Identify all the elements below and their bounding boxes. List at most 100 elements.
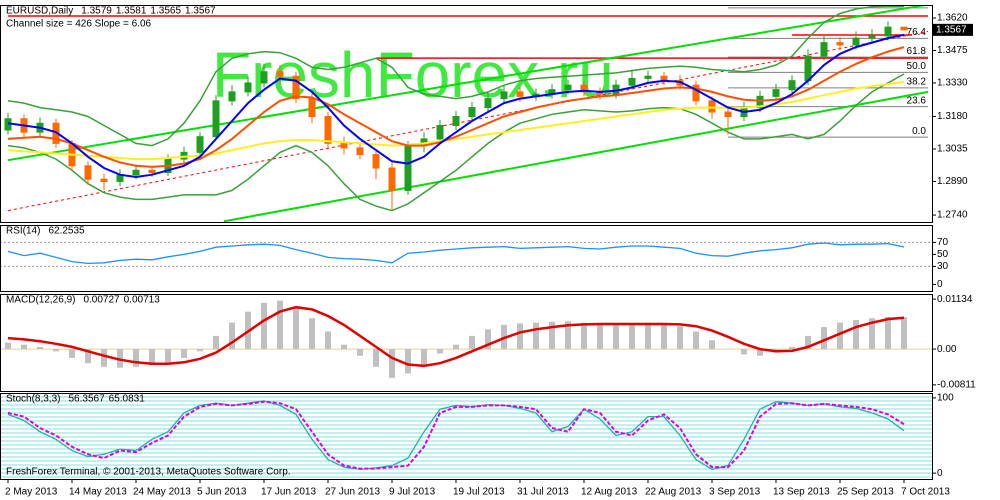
- y-tick-label: 1.2740: [937, 210, 968, 221]
- header-value: 1.3579: [81, 6, 112, 17]
- histogram-bar: [373, 349, 379, 367]
- candle-body: [804, 55, 812, 82]
- x-tick-label: 2 May 2013: [5, 487, 58, 498]
- candle-body: [356, 147, 364, 156]
- histogram-bar: [517, 323, 523, 350]
- candle-body: [212, 100, 220, 138]
- annotation: FreshForex Terminal, © 2001-2013, MetaQu…: [6, 467, 291, 478]
- x-tick-label: 25 Sep 2013: [837, 487, 894, 498]
- histogram-bar: [229, 322, 235, 350]
- histogram-bar: [5, 342, 11, 350]
- header-value: 1.3581: [116, 6, 147, 17]
- trend-line: [223, 90, 929, 222]
- y-tick-label: 1.3330: [937, 78, 968, 89]
- candle-body: [436, 124, 444, 140]
- histogram-bar: [389, 349, 395, 378]
- histogram-bar: [37, 346, 43, 350]
- histogram-bar: [549, 321, 555, 350]
- histogram-bar: [405, 349, 411, 374]
- header-value: 65.0831: [109, 394, 146, 405]
- candle-body: [372, 154, 380, 169]
- panel: [7, 400, 905, 471]
- x-tick-label: 22 Aug 2013: [645, 487, 702, 498]
- histogram-bar: [165, 349, 171, 363]
- candle-body: [276, 71, 284, 77]
- y-tick-label: 1.3475: [937, 45, 968, 56]
- trend-line: [7, 5, 929, 162]
- panel-border: [0, 294, 933, 392]
- candle-body: [132, 169, 140, 176]
- candle-body: [324, 116, 332, 144]
- candle-body: [772, 89, 780, 97]
- histogram-bar: [341, 344, 347, 350]
- histogram-bar: [645, 322, 651, 350]
- histogram-bar: [325, 331, 331, 350]
- histogram-bar: [709, 340, 715, 350]
- histogram-bar: [757, 349, 763, 356]
- x-tick-label: 7 Oct 2013: [901, 487, 950, 498]
- band-line: [7, 73, 905, 212]
- x-tick-label: 27 Jun 2013: [325, 487, 380, 498]
- candle-body: [228, 91, 236, 102]
- y-tick-label: 1.3620: [937, 13, 968, 24]
- histogram-bar: [149, 349, 155, 365]
- candle-body: [836, 42, 844, 46]
- candle-body: [260, 71, 268, 84]
- header-value: 0.00727: [83, 295, 120, 306]
- fib-label: 0.0: [912, 126, 926, 137]
- panel: [0, 300, 932, 378]
- moving-average: [7, 46, 905, 168]
- panel-title: Stoch(8,3,3): [6, 394, 60, 405]
- histogram-bar: [677, 326, 683, 350]
- x-tick-label: 17 Jun 2013: [261, 487, 316, 498]
- signal-line: [7, 305, 905, 368]
- x-tick-label: 31 Jul 2013: [517, 487, 569, 498]
- histogram-bar: [869, 318, 875, 350]
- candle-body: [340, 142, 348, 149]
- panel-title: RSI(14): [6, 226, 40, 237]
- annotation: Channel size = 426 Slope = 6.06: [6, 19, 152, 30]
- histogram-bar: [533, 322, 539, 350]
- fib-label: 38.2: [907, 76, 927, 87]
- histogram-bar: [613, 324, 619, 350]
- band-line: [7, 5, 904, 147]
- y-tick-label: 0: [937, 279, 943, 290]
- candle-body: [388, 167, 396, 191]
- histogram-bar: [469, 335, 475, 350]
- y-tick-label: 50: [937, 249, 949, 260]
- x-tick-label: 9 Jul 2013: [389, 487, 436, 498]
- candle-body: [644, 75, 652, 79]
- panel-border: [0, 393, 933, 480]
- x-tick-label: 13 Sep 2013: [773, 487, 830, 498]
- fib-label: 50.0: [907, 61, 927, 72]
- stoch-background: [1, 394, 932, 479]
- candle-body: [884, 26, 892, 37]
- trend-line: [7, 30, 929, 212]
- candle-body: [580, 84, 588, 93]
- histogram-bar: [901, 317, 907, 350]
- candle-body: [628, 77, 636, 86]
- candle-body: [292, 75, 300, 100]
- histogram-bar: [133, 349, 139, 367]
- panel-title: EURUSD,Daily: [6, 6, 73, 17]
- y-tick-label: 70: [937, 237, 949, 248]
- y-tick-label: 0.01134: [937, 294, 973, 305]
- indicator-line: [7, 400, 905, 470]
- y-tick-label: 30: [937, 261, 949, 272]
- panel: [0, 241, 932, 267]
- y-tick-label: 1.3180: [937, 111, 968, 122]
- histogram-bar: [101, 349, 107, 367]
- header-value: 62.2535: [48, 226, 85, 237]
- x-tick-label: 24 May 2013: [133, 487, 191, 498]
- x-tick-label: 5 Jun 2013: [197, 487, 247, 498]
- price-box: [933, 23, 973, 36]
- panel: FreshForex.ru100.076.461.850.038.223.60.…: [4, 5, 929, 222]
- histogram-bar: [69, 349, 75, 358]
- histogram-bar: [309, 318, 315, 350]
- histogram-bar: [821, 327, 827, 350]
- candle-body: [452, 116, 460, 126]
- indicator-line: [7, 242, 905, 265]
- watermark: FreshForex.ru: [212, 39, 614, 111]
